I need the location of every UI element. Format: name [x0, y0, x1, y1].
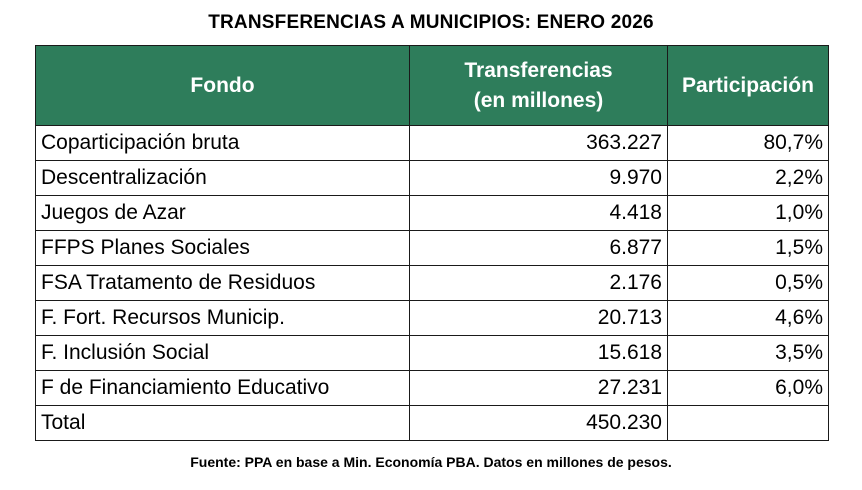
- header-transferencias-line1: Transferencias: [464, 58, 613, 82]
- header-participacion: Participación: [667, 45, 829, 126]
- cell-transferencias: 2.176: [409, 265, 668, 301]
- cell-transferencias: 9.970: [409, 160, 668, 196]
- table-row: F. Fort. Recursos Municip. 20.713 4,6%: [35, 300, 829, 336]
- source-note: Fuente: PPA en base a Min. Economía PBA.…: [190, 454, 672, 470]
- cell-participacion: 4,6%: [667, 300, 829, 336]
- cell-fondo: Coparticipación bruta: [35, 125, 410, 161]
- cell-transferencias: 27.231: [409, 370, 668, 406]
- table-row: F. Inclusión Social 15.618 3,5%: [35, 335, 829, 371]
- table-row: F de Financiamiento Educativo 27.231 6,0…: [35, 370, 829, 406]
- cell-participacion: 3,5%: [667, 335, 829, 371]
- cell-participacion: 2,2%: [667, 160, 829, 196]
- cell-participacion: 80,7%: [667, 125, 829, 161]
- transfers-table: Fondo Transferencias (en millones) Parti…: [35, 45, 829, 441]
- cell-fondo: Juegos de Azar: [35, 195, 410, 231]
- header-transferencias: Transferencias (en millones): [409, 45, 668, 126]
- cell-participacion: 1,5%: [667, 230, 829, 266]
- cell-fondo: F de Financiamiento Educativo: [35, 370, 410, 406]
- header-fondo: Fondo: [35, 45, 410, 126]
- cell-transferencias: 15.618: [409, 335, 668, 371]
- table-row: FSA Tratamento de Residuos 2.176 0,5%: [35, 265, 829, 301]
- table-row: FFPS Planes Sociales 6.877 1,5%: [35, 230, 829, 266]
- cell-fondo: F. Inclusión Social: [35, 335, 410, 371]
- cell-fondo: FSA Tratamento de Residuos: [35, 265, 410, 301]
- cell-transferencias: 6.877: [409, 230, 668, 266]
- total-label: Total: [35, 405, 410, 441]
- table-row: Coparticipación bruta 363.227 80,7%: [35, 125, 829, 161]
- table-row: Juegos de Azar 4.418 1,0%: [35, 195, 829, 231]
- header-row: Fondo Transferencias (en millones) Parti…: [35, 45, 829, 126]
- cell-transferencias: 4.418: [409, 195, 668, 231]
- total-participacion: [667, 405, 829, 441]
- table-row: Descentralización 9.970 2,2%: [35, 160, 829, 196]
- cell-transferencias: 20.713: [409, 300, 668, 336]
- total-transferencias: 450.230: [409, 405, 668, 441]
- cell-fondo: F. Fort. Recursos Municip.: [35, 300, 410, 336]
- cell-participacion: 6,0%: [667, 370, 829, 406]
- total-row: Total 450.230: [35, 405, 829, 441]
- header-transferencias-line2: (en millones): [473, 88, 604, 112]
- cell-fondo: Descentralización: [35, 160, 410, 196]
- cell-fondo: FFPS Planes Sociales: [35, 230, 410, 266]
- cell-participacion: 0,5%: [667, 265, 829, 301]
- cell-participacion: 1,0%: [667, 195, 829, 231]
- table-title: TRANSFERENCIAS A MUNICIPIOS: ENERO 2026: [208, 12, 654, 33]
- cell-transferencias: 363.227: [409, 125, 668, 161]
